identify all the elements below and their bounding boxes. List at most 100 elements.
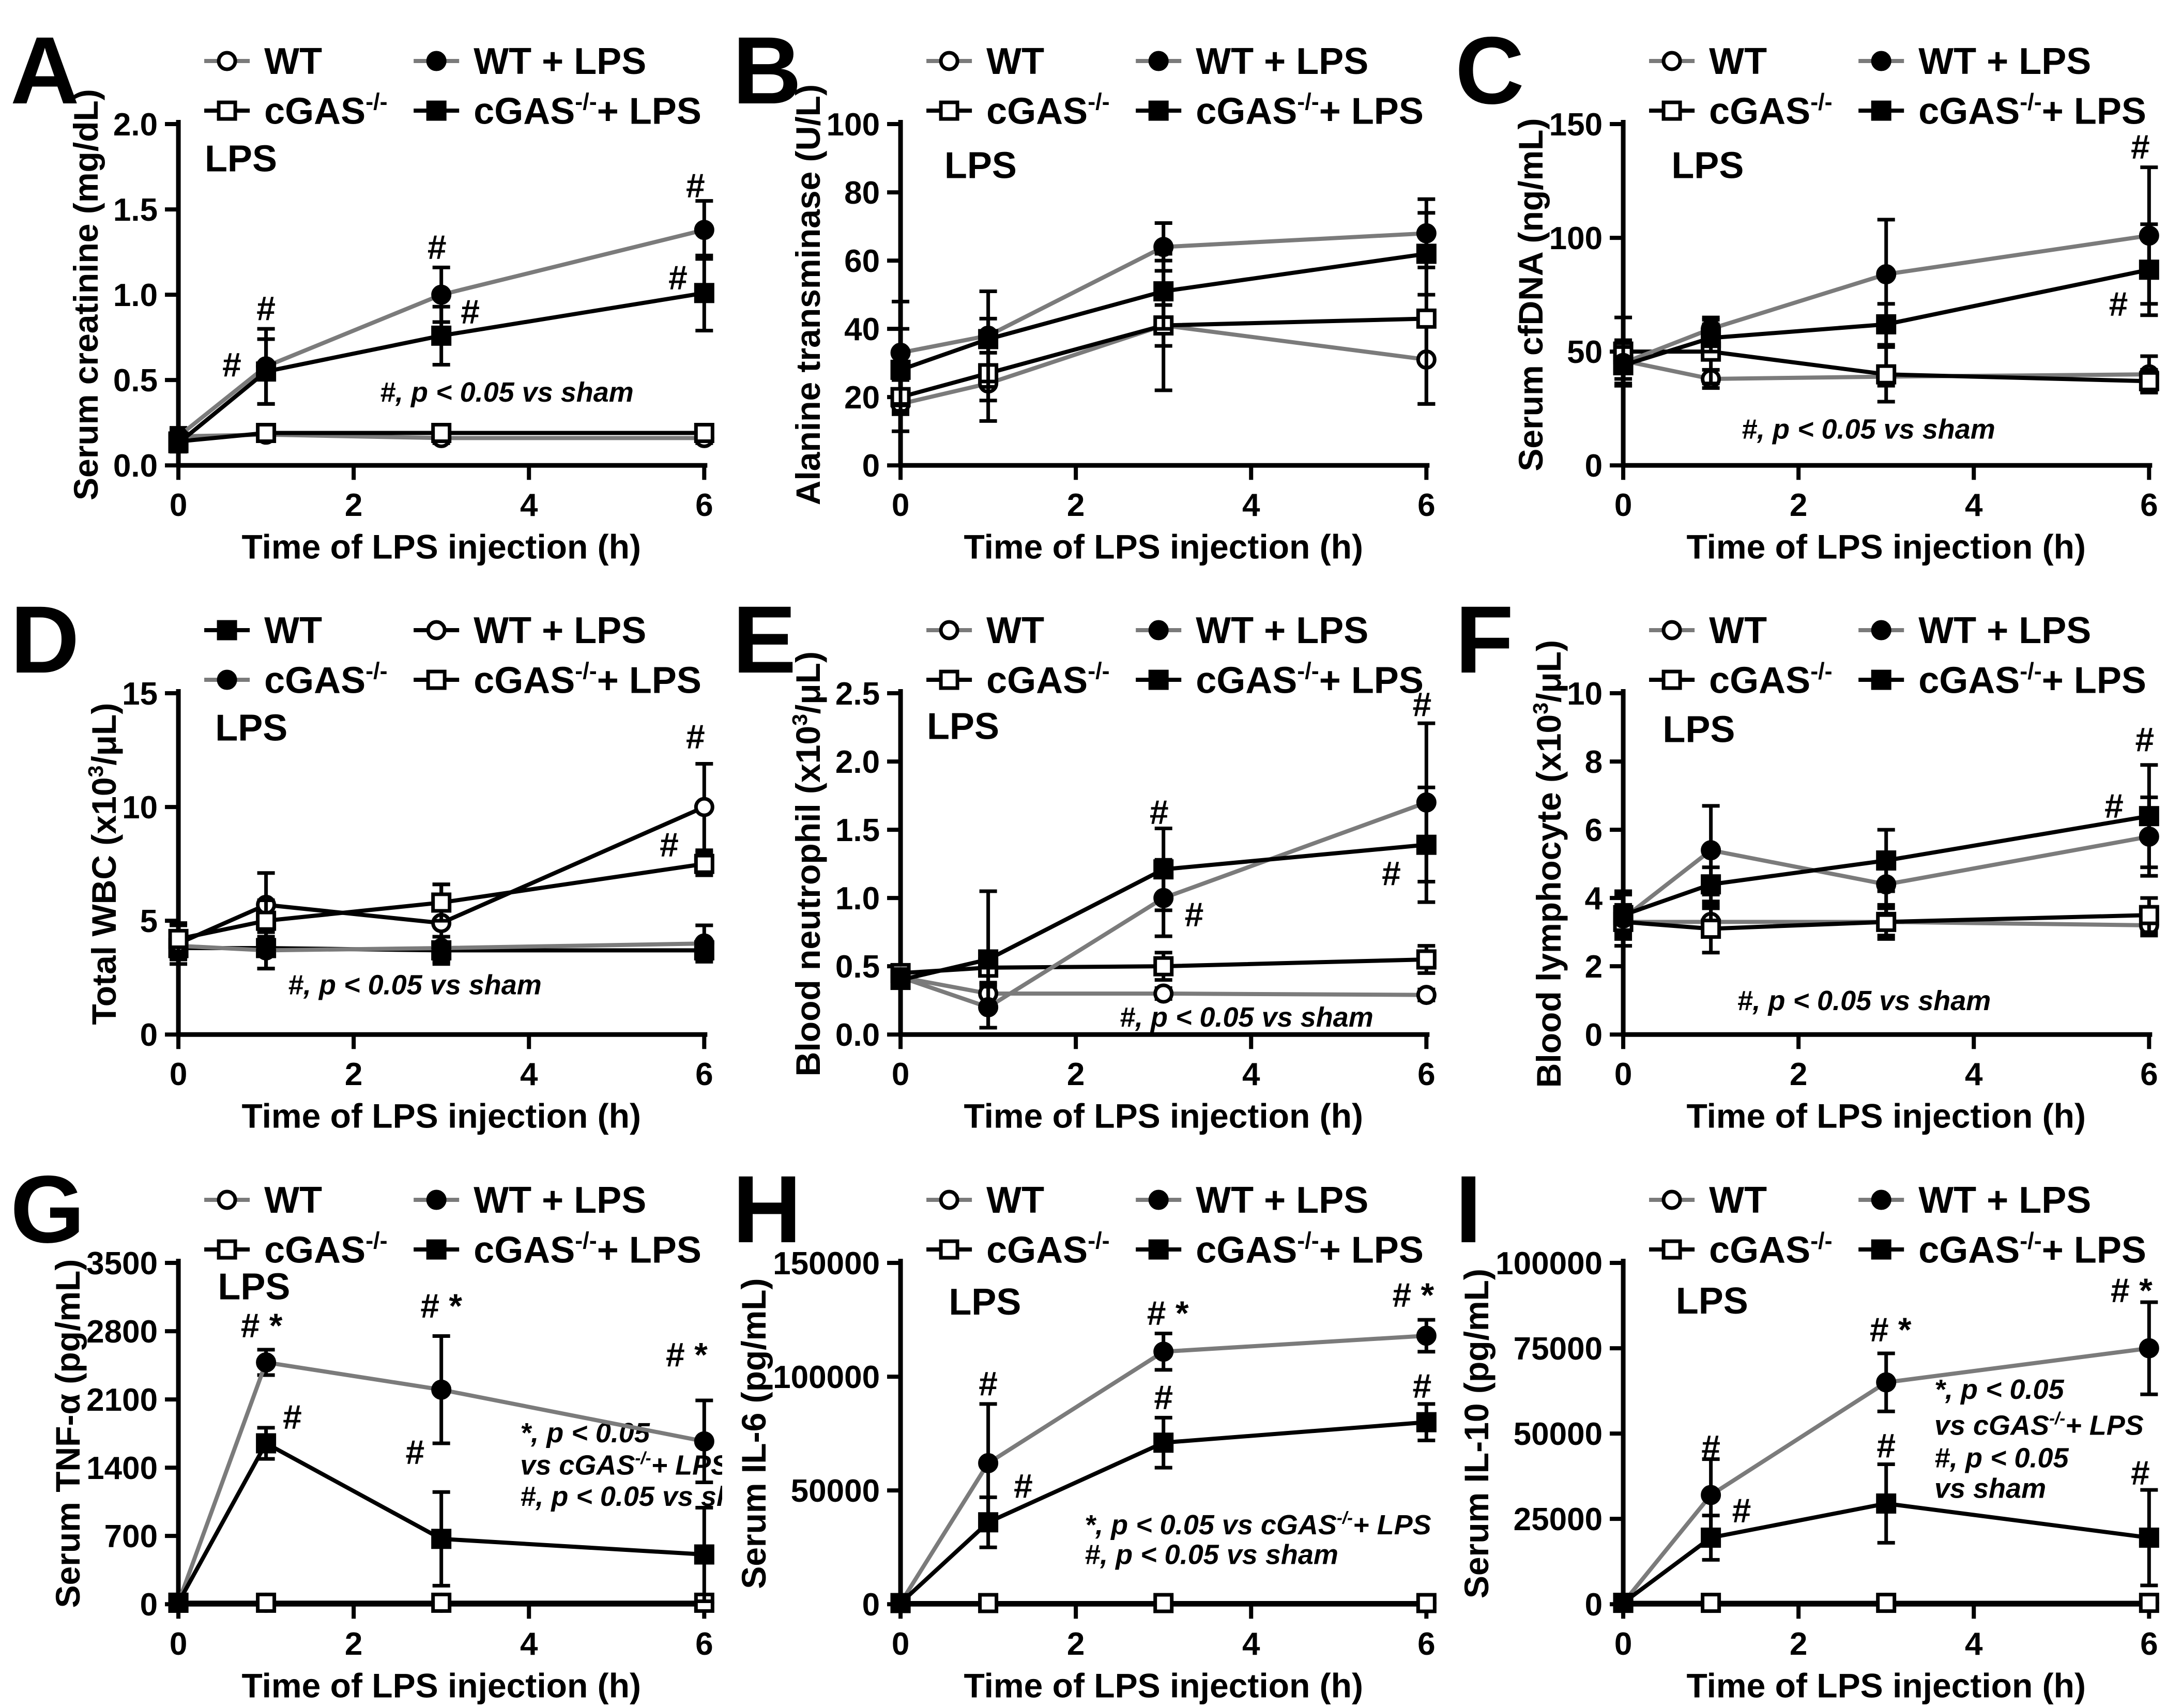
series-line (178, 941, 705, 953)
y-axis-label: Serum creatinine (mg/dL) (67, 89, 105, 500)
text-segment: WT + LPS (1918, 41, 2091, 82)
series-cgas-lps (1613, 763, 2159, 938)
data-point-square-open (256, 422, 277, 444)
series-cgas-lps (168, 253, 714, 454)
text-segment: F (1455, 586, 1514, 693)
legend-label: cGAS-/-+ LPS (1918, 1227, 2146, 1271)
y-tick-label: 2.5 (835, 676, 880, 712)
text-segment: 6 (2140, 1057, 2158, 1093)
text-segment: LPS (1662, 709, 1735, 751)
legend-marker-square-open (217, 100, 237, 121)
series-line (899, 1420, 1427, 1605)
text-segment: # (1185, 895, 1204, 934)
series-line (899, 1333, 1427, 1604)
text-segment: #, p < 0.05 vs sham (1737, 985, 1991, 1016)
legend-item: WT (926, 41, 1044, 82)
series-cgas-lps (1613, 222, 2159, 386)
series-line (178, 431, 705, 444)
text-segment: 0.0 (113, 448, 158, 484)
legend-marker-square-open (426, 669, 447, 690)
text-segment: cGAS (474, 1229, 575, 1271)
legend-item: WT (926, 611, 1044, 652)
legend-label: cGAS-/-+ LPS (1196, 658, 1424, 701)
x-tick-label: 4 (1242, 1626, 1260, 1662)
text-segment: + LPS (597, 1229, 701, 1271)
x-tick-label: 6 (695, 487, 713, 523)
text-segment: 40 (844, 312, 880, 347)
data-point-square-filled (978, 1512, 999, 1532)
text-segment: # (461, 293, 480, 331)
text-segment: # * (1147, 1294, 1189, 1332)
legend-item: cGAS-/- (1649, 1227, 1832, 1271)
figure-panel-i: 0 25000 50000 75000 100000 0 2 4 6 Time of LPS in… (1445, 1139, 2167, 1708)
text-segment: WT + LPS (1918, 1180, 2091, 1221)
text-segment: Time of LPS injection (h) (1686, 1097, 2085, 1135)
text-segment: # (1014, 1467, 1033, 1505)
legend-label: cGAS-/- (264, 88, 388, 132)
significance-mark: # * (241, 1306, 283, 1344)
data-point-circle-filled (1153, 1341, 1174, 1362)
significance-note: *, p < 0.05 (1934, 1374, 2065, 1405)
y-tick-label: 0 (862, 448, 880, 484)
text-segment: # * (666, 1335, 708, 1374)
data-point-square-filled (890, 970, 911, 990)
legend-label: WT (1709, 1180, 1767, 1221)
text-segment: 3 (1529, 703, 1552, 714)
text-segment: + LPS (597, 90, 701, 132)
panel-g-chart: 0 700 1400 2100 2800 3500 0 2 4 6 Time of LPS inje… (10, 1156, 722, 1704)
y-axis-label: Serum cfDNA (ng/mL) (1512, 118, 1550, 471)
text-segment: -/- (2020, 1227, 2041, 1254)
text-segment: + LPS (2065, 1410, 2144, 1441)
series-line (900, 323, 1427, 406)
text-segment: 80 (844, 175, 880, 211)
x-tick-label: 4 (1242, 1057, 1260, 1093)
y-tick-label: 0.0 (835, 1017, 880, 1053)
figure-panel-g: 0 700 1400 2100 2800 3500 0 2 4 6 Time of LPS inje… (0, 1139, 722, 1708)
x-tick-label: 6 (695, 1626, 713, 1662)
x-axis-label: Time of LPS injection (h) (964, 527, 1363, 566)
y-tick-label: 1.0 (113, 278, 158, 313)
text-segment: 3 (788, 714, 812, 726)
legend-item: WT (204, 1180, 322, 1221)
legend-marker-square-filled (1149, 100, 1169, 121)
data-point-square-filled (1153, 859, 1174, 880)
text-segment: 2 (345, 487, 362, 523)
text-segment: cGAS (264, 1229, 365, 1271)
x-axis-label: Time of LPS injection (h) (964, 1666, 1363, 1704)
x-tick-label: 2 (1790, 1057, 1807, 1093)
data-point-square-filled (1875, 1493, 1896, 1514)
legend-marker-circle-filled (1149, 51, 1169, 71)
legend-marker-square-open (939, 1239, 959, 1260)
panel-letter: E (732, 586, 796, 693)
data-point-square-filled (1153, 281, 1174, 302)
inplot-group-label: LPS (218, 1266, 290, 1307)
y-tick-label: 1.5 (113, 192, 158, 228)
text-segment: 0.0 (835, 1017, 880, 1053)
x-tick-label: 0 (892, 1057, 909, 1093)
y-tick-label: 0 (1584, 1017, 1602, 1053)
text-segment: # (1154, 1378, 1173, 1416)
series-line (900, 251, 1427, 372)
text-segment: 5 (140, 904, 158, 939)
text-segment: /μL) (1530, 640, 1568, 703)
y-axis-label: Blood neutrophil (x103/μL) (788, 651, 827, 1076)
data-point-square-filled (168, 433, 189, 453)
text-segment: *, p < 0.05 (1934, 1374, 2065, 1405)
text-segment: /μL) (85, 703, 123, 766)
text-segment: 0 (140, 1587, 158, 1622)
significance-mark: # (2109, 285, 2128, 323)
legend-marker-circle-filled (1871, 51, 1891, 71)
text-segment: 15 (122, 676, 158, 712)
legend-marker-circle-open (217, 1190, 237, 1210)
legend-label: cGAS-/- (986, 658, 1110, 701)
text-segment: # (1413, 1366, 1432, 1405)
text-segment: -/- (1810, 658, 1832, 684)
legend-item: cGAS-/-+ LPS (1136, 1227, 1424, 1271)
legend-label: WT + LPS (1196, 611, 1369, 652)
legend-marker-square-filled (1871, 1239, 1891, 1260)
series-line (178, 862, 705, 941)
legend-item: cGAS-/-+ LPS (1858, 1227, 2146, 1271)
text-segment: 25000 (1513, 1501, 1602, 1537)
legend-label: WT + LPS (1918, 1180, 2091, 1221)
data-point-square-open (1416, 1593, 1437, 1613)
